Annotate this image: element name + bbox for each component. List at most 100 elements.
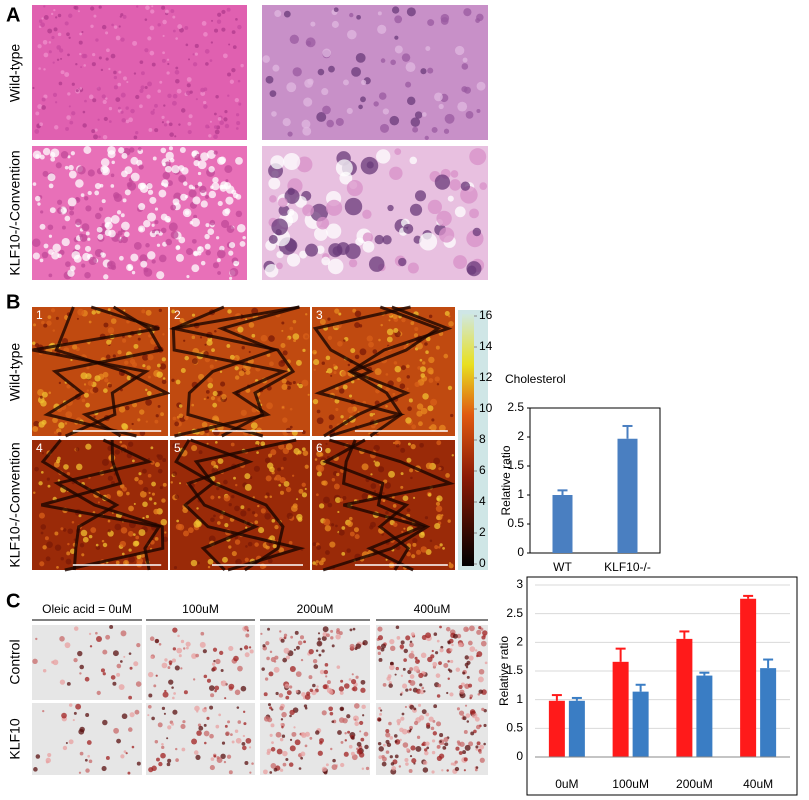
texture xyxy=(47,752,52,758)
texture xyxy=(382,492,385,495)
texture xyxy=(101,458,109,466)
texture xyxy=(263,769,268,775)
texture xyxy=(439,543,443,547)
texture xyxy=(444,113,455,124)
texture xyxy=(303,97,313,107)
texture xyxy=(278,483,282,487)
texture xyxy=(472,227,482,237)
texture xyxy=(413,333,419,338)
texture xyxy=(193,214,198,219)
texture xyxy=(158,254,167,263)
texture xyxy=(173,566,178,570)
texture xyxy=(108,229,116,238)
texture xyxy=(353,527,359,533)
texture xyxy=(316,450,323,458)
texture xyxy=(48,183,54,189)
texture xyxy=(59,679,66,685)
texture xyxy=(71,520,75,524)
texture xyxy=(426,746,430,750)
texture xyxy=(408,769,413,773)
texture xyxy=(407,262,419,274)
texture xyxy=(65,126,70,131)
texture xyxy=(128,505,134,512)
texture xyxy=(144,86,148,90)
texture xyxy=(443,737,449,743)
texture xyxy=(325,675,328,678)
texture xyxy=(228,545,232,549)
texture xyxy=(269,495,273,498)
texture xyxy=(171,658,177,663)
texture xyxy=(92,98,97,103)
texture xyxy=(266,353,271,357)
texture xyxy=(213,754,217,758)
texture xyxy=(87,237,91,241)
texture xyxy=(32,252,40,260)
texture xyxy=(458,710,465,716)
texture xyxy=(210,460,216,466)
texture xyxy=(420,366,426,373)
texture xyxy=(88,256,97,266)
texture xyxy=(68,36,71,39)
texture xyxy=(103,388,108,393)
texture xyxy=(374,461,381,467)
texture xyxy=(272,544,277,549)
texture xyxy=(214,689,217,693)
texture xyxy=(445,473,450,478)
texture xyxy=(447,195,454,202)
texture xyxy=(165,165,172,173)
texture xyxy=(325,442,328,446)
texture xyxy=(290,505,298,512)
texture xyxy=(160,412,164,417)
texture xyxy=(162,482,167,487)
texture xyxy=(171,378,175,383)
texture xyxy=(100,68,104,72)
texture xyxy=(226,225,235,234)
texture xyxy=(113,85,118,90)
crack xyxy=(53,438,165,572)
texture xyxy=(235,558,242,566)
texture xyxy=(84,99,87,103)
texture xyxy=(57,32,62,37)
texture xyxy=(224,724,228,728)
texture xyxy=(341,526,346,530)
crack xyxy=(40,439,162,571)
texture xyxy=(40,524,47,530)
texture xyxy=(150,446,154,450)
texture xyxy=(352,715,359,722)
texture xyxy=(248,646,252,649)
texture xyxy=(475,649,478,652)
texture xyxy=(112,681,117,686)
texture xyxy=(346,180,363,197)
texture xyxy=(154,128,159,133)
texture xyxy=(96,86,101,91)
texture xyxy=(469,696,472,700)
texture xyxy=(192,358,198,365)
texture xyxy=(56,565,59,569)
texture xyxy=(88,632,92,636)
texture xyxy=(110,215,120,224)
texture xyxy=(206,150,216,159)
texture xyxy=(126,80,129,84)
texture xyxy=(280,359,285,364)
texture xyxy=(138,164,144,170)
texture xyxy=(187,121,192,126)
texture xyxy=(118,147,125,154)
texture xyxy=(263,692,268,697)
texture xyxy=(159,363,167,370)
texture xyxy=(168,122,173,127)
texture xyxy=(428,378,434,383)
texture xyxy=(349,643,355,649)
texture xyxy=(84,245,92,252)
texture xyxy=(331,720,335,723)
texture xyxy=(319,741,323,745)
texture xyxy=(244,625,249,631)
texture xyxy=(358,104,363,110)
texture xyxy=(37,104,43,110)
texture xyxy=(206,442,209,445)
texture xyxy=(184,355,189,361)
texture xyxy=(356,748,363,755)
texture xyxy=(183,415,189,421)
texture xyxy=(300,751,306,757)
texture xyxy=(133,502,136,505)
texture xyxy=(117,106,121,110)
